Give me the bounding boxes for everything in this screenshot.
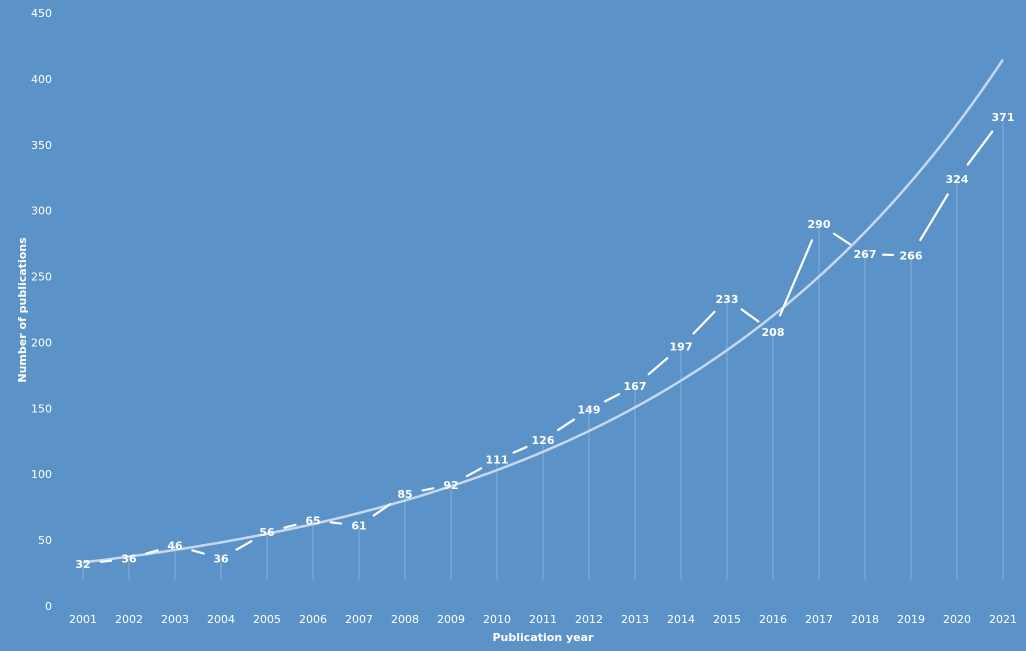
y-tick-label: 450 xyxy=(31,7,52,20)
data-label: 324 xyxy=(946,173,969,186)
x-tick-label: 2003 xyxy=(161,613,189,626)
y-tick-label: 0 xyxy=(45,600,52,613)
x-tick-label: 2008 xyxy=(391,613,419,626)
series-segment xyxy=(966,130,994,166)
data-label: 92 xyxy=(443,479,458,492)
data-label: 36 xyxy=(121,553,137,566)
data-label: 32 xyxy=(75,558,90,571)
data-label: 290 xyxy=(808,218,831,231)
y-tick-label: 250 xyxy=(31,271,52,284)
x-axis-title: Publication year xyxy=(493,631,595,644)
series-segment xyxy=(692,310,716,335)
series-segment xyxy=(647,357,669,376)
y-tick-label: 150 xyxy=(31,402,52,415)
x-tick-label: 2013 xyxy=(621,613,649,626)
data-label: 126 xyxy=(532,434,555,447)
data-label: 85 xyxy=(397,488,412,501)
x-tick-label: 2006 xyxy=(299,613,327,626)
data-label: 149 xyxy=(578,404,601,417)
x-tick-label: 2012 xyxy=(575,613,603,626)
series-segment xyxy=(603,393,621,403)
trend-line xyxy=(82,58,1005,564)
data-label: 197 xyxy=(670,340,693,353)
x-tick-label: 2005 xyxy=(253,613,281,626)
y-tick-label: 300 xyxy=(31,205,52,218)
series-segment xyxy=(512,445,528,454)
series-segment xyxy=(740,308,760,323)
series-line xyxy=(99,130,994,563)
x-tick-label: 2015 xyxy=(713,613,741,626)
y-tick-label: 200 xyxy=(31,336,52,349)
series-segment xyxy=(556,418,576,432)
y-tick-label: 350 xyxy=(31,139,52,152)
series-segment xyxy=(235,540,253,551)
data-label: 167 xyxy=(624,380,647,393)
y-tick-label: 400 xyxy=(31,73,52,86)
series-segment xyxy=(99,559,113,563)
y-tick-label: 100 xyxy=(31,468,52,481)
x-tick-label: 2002 xyxy=(115,613,143,626)
x-tick-label: 2001 xyxy=(69,613,97,626)
data-label: 208 xyxy=(762,326,785,339)
y-axis-title: Number of publications xyxy=(16,237,29,383)
series-segment xyxy=(919,193,949,242)
data-label: 266 xyxy=(900,249,923,262)
x-tick-label: 2010 xyxy=(483,613,511,626)
data-label: 61 xyxy=(351,520,366,533)
x-tick-label: 2004 xyxy=(207,613,235,626)
x-tick-label: 2020 xyxy=(943,613,971,626)
data-label: 36 xyxy=(213,553,229,566)
series-segment xyxy=(283,523,297,529)
data-label: 111 xyxy=(486,454,509,467)
y-axis-tick-labels: 0 50 100 150 200 250 300 350 400 450 xyxy=(31,7,52,613)
series-segment xyxy=(191,549,205,555)
data-label: 233 xyxy=(716,293,739,306)
data-label: 267 xyxy=(854,248,877,261)
data-label: 371 xyxy=(992,111,1015,124)
x-tick-label: 2014 xyxy=(667,613,695,626)
x-tick-label: 2021 xyxy=(989,613,1017,626)
y-tick-label: 50 xyxy=(38,534,52,547)
x-tick-label: 2007 xyxy=(345,613,373,626)
data-label: 65 xyxy=(305,514,320,527)
x-tick-label: 2017 xyxy=(805,613,833,626)
x-axis-tick-labels: 2001 2002 2003 2004 2005 2006 2007 2008 2009 2010… xyxy=(69,613,1017,626)
x-tick-label: 2019 xyxy=(897,613,925,626)
data-label: 46 xyxy=(167,539,183,552)
series-segment xyxy=(465,467,483,478)
series-segment xyxy=(329,521,343,525)
x-tick-label: 2018 xyxy=(851,613,879,626)
x-tick-label: 2016 xyxy=(759,613,787,626)
series-segment xyxy=(145,549,159,555)
x-tick-label: 2011 xyxy=(529,613,557,626)
series-segment xyxy=(372,503,392,517)
series-segment xyxy=(778,239,814,317)
data-labels: 32 36 46 36 56 65 61 85 92 111 126 149 167 197 233 208 2… xyxy=(75,111,1014,571)
series-segment xyxy=(421,487,435,492)
x-tick-label: 2009 xyxy=(437,613,465,626)
series-segment xyxy=(832,232,852,246)
drop-lines xyxy=(82,117,1004,580)
data-label: 56 xyxy=(259,526,275,539)
